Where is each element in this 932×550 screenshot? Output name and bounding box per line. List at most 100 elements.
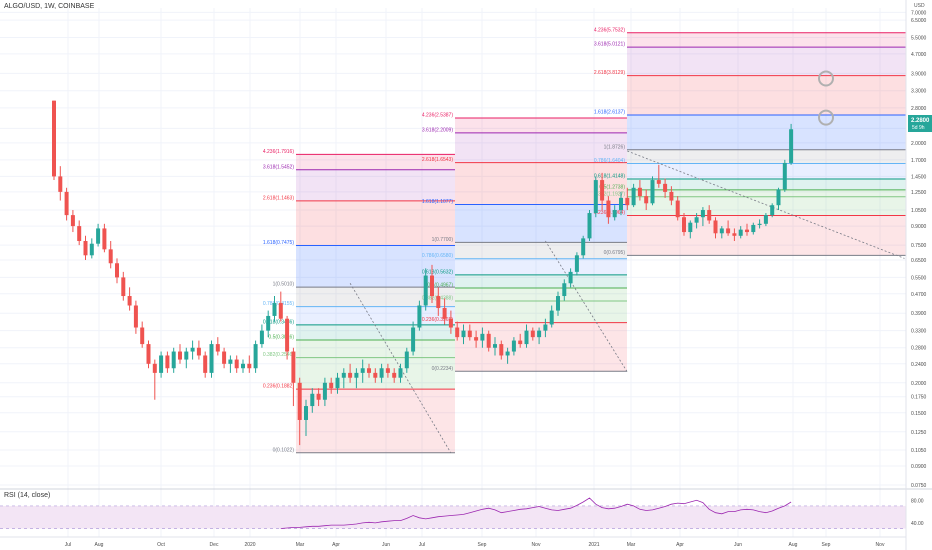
- time-tick-label: Jun: [382, 542, 390, 548]
- time-tick-label: Mar: [627, 542, 636, 548]
- grid-lines: [0, 8, 906, 537]
- time-tick-label: Apr: [332, 542, 340, 548]
- fib-zone: [455, 242, 627, 259]
- candle-body: [52, 100, 56, 177]
- time-tick-label: 2020: [244, 542, 255, 548]
- candle-body: [637, 187, 642, 197]
- candle-body: [115, 263, 119, 278]
- candle-body: [606, 200, 611, 218]
- candle-body: [518, 340, 523, 345]
- time-tick-label: Sep: [822, 542, 831, 548]
- candle-body: [291, 351, 296, 383]
- fib-level-label: 0.382(0.2546): [263, 352, 294, 358]
- fib-level-label: 0.5(1.2738): [599, 184, 625, 190]
- fib-zone: [455, 300, 627, 323]
- candle-body: [165, 355, 170, 369]
- fib-level-label: 4.236(2.5387): [422, 113, 453, 119]
- candle-body: [581, 238, 586, 256]
- currency-label: USD: [914, 3, 925, 9]
- last-price-countdown: 5d 9h: [912, 125, 925, 131]
- time-axis[interactable]: Jul Aug Oct Dec 2020 Mar Apr Jun Jul Sep Nov 2021 Ma…: [0, 536, 906, 548]
- candle-body: [272, 303, 277, 316]
- fib-zone: [627, 163, 906, 179]
- candle-body: [385, 368, 390, 373]
- price-tick-label: 6.5000: [911, 18, 927, 24]
- candle-body: [297, 382, 302, 420]
- candle-body: [285, 318, 290, 352]
- candle-body: [379, 368, 384, 378]
- candle-body: [625, 197, 630, 206]
- fib-zone: [455, 274, 627, 289]
- price-tick-label: 2.0000: [911, 141, 927, 147]
- candle-body: [411, 327, 416, 352]
- candle-body: [77, 226, 82, 242]
- fib-level-label: 0.5(0.3016): [268, 335, 294, 341]
- price-tick-label: 7.0000: [911, 10, 927, 16]
- candle-body: [694, 217, 699, 223]
- price-tick-label: 0.1500: [911, 411, 927, 417]
- candle-body: [70, 215, 75, 227]
- fib-zone: [455, 118, 627, 133]
- price-tick-label: 1.0500: [911, 208, 927, 214]
- symbol-title: ALGO/USD, 1W, COINBASE: [4, 3, 95, 10]
- highlight-circles: [818, 70, 834, 126]
- candle-body: [511, 340, 516, 352]
- fib-zone: [455, 132, 627, 163]
- price-tick-label: 0.2800: [911, 346, 927, 352]
- price-tick-label: 0.3300: [911, 329, 927, 335]
- fib-zone: [296, 389, 455, 453]
- fib-level-label: 0.786(0.6580): [422, 253, 453, 259]
- candle-body: [688, 222, 693, 233]
- price-tick-label: 3.3000: [911, 89, 927, 95]
- last-price-value: 2.2800: [911, 118, 930, 124]
- price-axis[interactable]: 7.0000 6.5000 5.5000 4.7000 3.9000 3.3000 2.80…: [905, 0, 927, 550]
- price-tick-label: 2.8000: [911, 106, 927, 112]
- candle-body: [404, 351, 409, 369]
- candle-body: [556, 296, 560, 311]
- rsi-band: [0, 505, 906, 529]
- candle-body: [549, 310, 554, 325]
- fib-zone: [296, 169, 455, 201]
- candle-body: [593, 180, 598, 214]
- candle-body: [587, 213, 592, 239]
- candle-body: [770, 205, 775, 216]
- candle-body: [423, 275, 428, 306]
- trend-lines: [349, 150, 905, 454]
- candle-body: [644, 196, 649, 204]
- candle-body: [209, 344, 214, 373]
- candle-body: [751, 224, 756, 233]
- price-tick-label: 0.6500: [911, 258, 927, 264]
- price-tick-label: 0.1250: [911, 430, 927, 436]
- price-tick-label: 0.0750: [911, 483, 927, 489]
- fib-level-label: 0.618(1.4148): [594, 173, 625, 179]
- price-tick-label: 0.3900: [911, 311, 927, 317]
- candle-body: [360, 368, 365, 373]
- candle-body: [562, 283, 567, 297]
- candle-body: [480, 333, 485, 341]
- candle-body: [499, 344, 504, 356]
- fib-level-label: 4.236(5.7532): [594, 27, 625, 33]
- candle-body: [392, 372, 397, 378]
- fib-level-label: 0(0.1022): [273, 447, 295, 453]
- price-tick-label: 0.7500: [911, 243, 927, 249]
- rsi-lower-label: 40.00: [911, 521, 924, 527]
- candle-body: [763, 215, 768, 224]
- target-circle: [818, 70, 834, 87]
- candle-body: [354, 372, 359, 378]
- fib-zone: [627, 149, 906, 164]
- fib-level-label: 0.786(0.4155): [263, 301, 294, 307]
- candle-body: [612, 210, 617, 218]
- candle-body: [222, 351, 227, 364]
- fib-level-label: 2.618(1.1463): [263, 195, 294, 201]
- candle-body: [619, 197, 623, 211]
- candle-body: [461, 330, 466, 338]
- candle-body: [178, 351, 182, 360]
- rsi-pane: 80.00 40.00: [0, 488, 932, 529]
- target-circle: [818, 109, 834, 126]
- price-tick-label: 0.2400: [911, 362, 927, 368]
- candle-body: [631, 187, 636, 206]
- candle-body: [700, 210, 705, 218]
- candle-body: [373, 372, 378, 378]
- candle-body: [398, 368, 403, 378]
